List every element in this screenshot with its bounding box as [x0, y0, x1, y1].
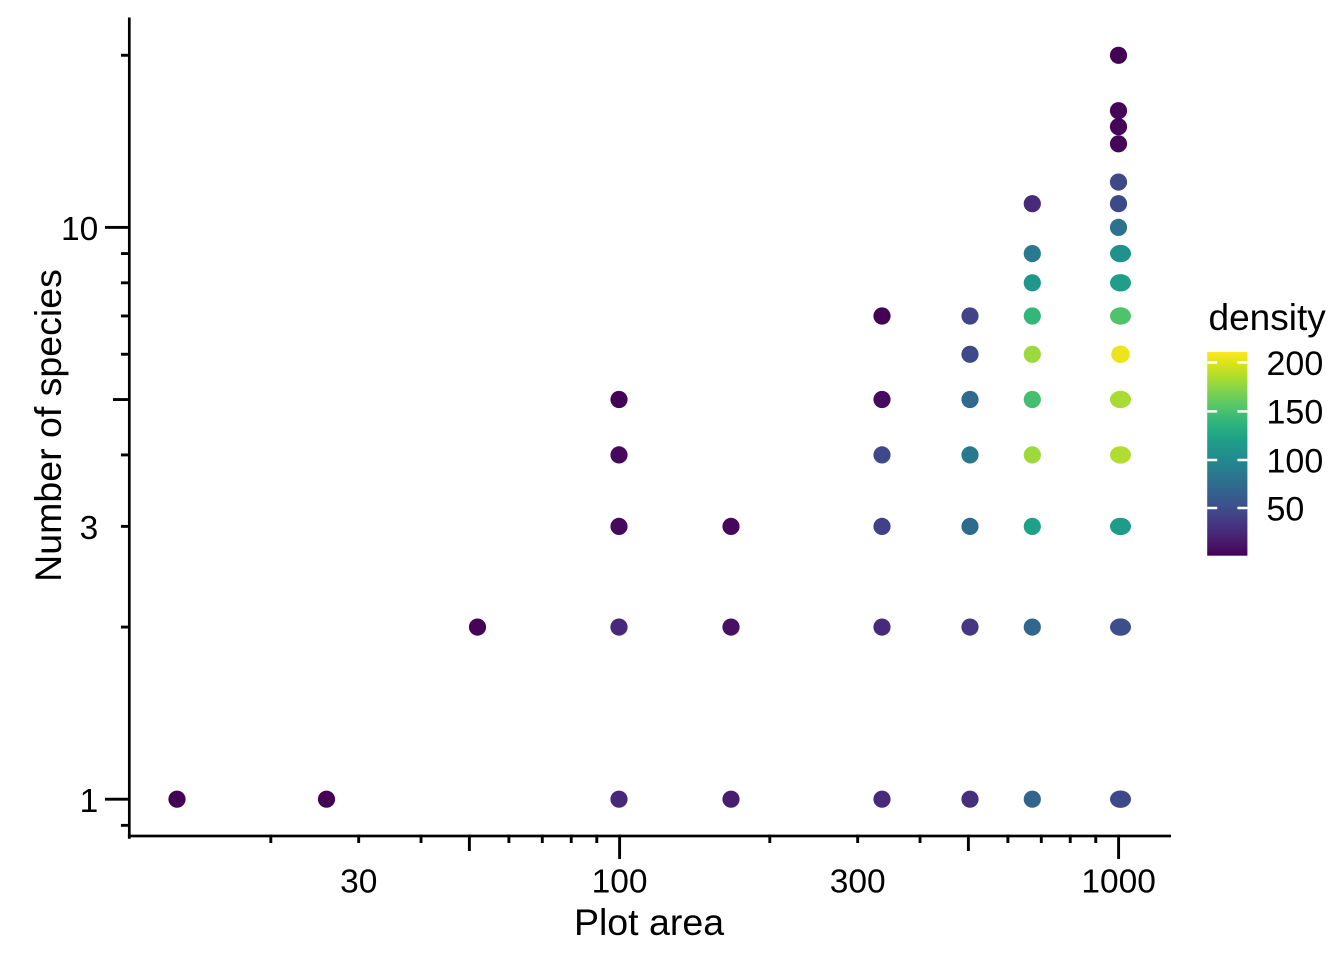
svg-text:30: 30: [340, 863, 377, 900]
svg-text:Number of species: Number of species: [27, 269, 69, 582]
svg-text:1000: 1000: [1081, 863, 1156, 900]
svg-text:50: 50: [1267, 490, 1305, 528]
svg-text:100: 100: [592, 863, 648, 900]
svg-text:10: 10: [61, 211, 98, 248]
svg-text:200: 200: [1267, 345, 1324, 383]
svg-text:Plot area: Plot area: [574, 901, 724, 943]
svg-text:300: 300: [830, 863, 886, 900]
svg-text:3: 3: [80, 510, 99, 547]
svg-text:150: 150: [1267, 394, 1324, 432]
svg-text:100: 100: [1267, 442, 1324, 480]
svg-text:density: density: [1209, 297, 1327, 338]
svg-text:1: 1: [80, 783, 99, 820]
